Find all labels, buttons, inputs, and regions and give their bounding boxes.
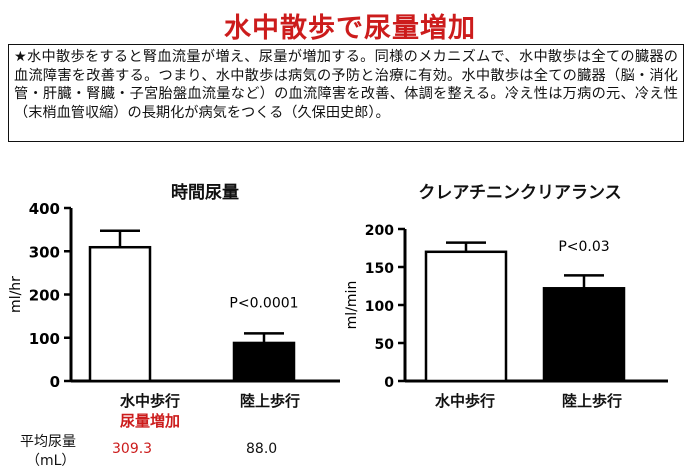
- y-tick-label: 400: [29, 200, 60, 218]
- footer-label-line1: 平均尿量: [20, 434, 76, 450]
- chart2-category-2: 陸上歩行: [561, 392, 622, 410]
- bar-2: [542, 287, 626, 383]
- bar-1: [88, 245, 152, 383]
- chart2-title: クレアチニンクリアランス: [418, 183, 622, 203]
- p-value-annotation: P<0.0001: [229, 295, 298, 311]
- y-tick-label: 150: [365, 261, 394, 277]
- note-box: ★水中散歩をすると腎血流量が増え、尿量が増加する。同様のメカニズムで、水中散歩は…: [8, 44, 684, 142]
- y-tick-label: 0: [384, 375, 394, 391]
- chart1-category-2: 陸上歩行: [239, 392, 300, 410]
- bar-1: [424, 250, 508, 383]
- y-tick-label: 200: [29, 287, 60, 305]
- p-value-annotation: P<0.03: [558, 239, 609, 255]
- footer-label-line2: （mL）: [26, 453, 76, 469]
- y-tick-label: 100: [29, 330, 60, 348]
- y-axis-label: ml/hr: [8, 276, 24, 313]
- y-tick-label: 200: [365, 223, 394, 239]
- chart2-category-1: 水中歩行: [434, 392, 495, 410]
- chart1-title: 時間尿量: [171, 183, 239, 203]
- bar-2: [232, 341, 296, 383]
- y-axis-label: ml/min: [344, 281, 360, 330]
- y-tick-label: 0: [50, 373, 60, 391]
- y-tick-label: 50: [375, 337, 395, 353]
- page-title: 水中散歩で尿量増加: [224, 13, 476, 44]
- footer-value-1: 309.3: [112, 441, 153, 457]
- y-tick-label: 300: [29, 243, 60, 261]
- chart1-category-1: 水中歩行: [119, 392, 180, 410]
- footer-value-2: 88.0: [246, 441, 278, 457]
- chart1-sub-label: 尿量増加: [119, 412, 180, 430]
- y-tick-label: 100: [365, 299, 394, 315]
